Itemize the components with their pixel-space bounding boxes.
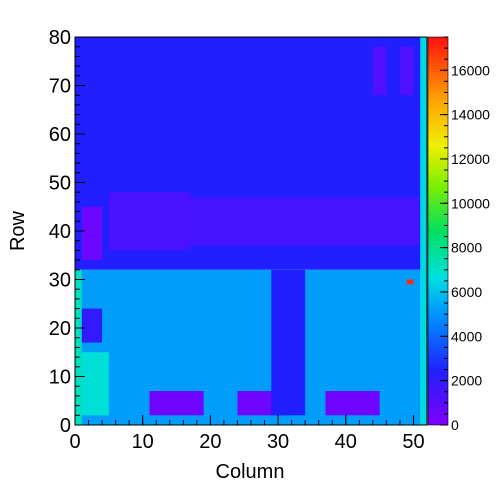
colorbar: [427, 36, 449, 426]
x-axis-label: Column: [216, 461, 285, 483]
x-tick-label: 20: [199, 431, 221, 453]
heatmap-region-2: [108, 192, 191, 251]
x-axis: 0 10 20 30 40 50: [69, 415, 428, 453]
heatmap-region-8: [149, 391, 204, 416]
x-tick-label: 30: [267, 431, 289, 453]
colorbar-tick-label: 2000: [451, 373, 482, 389]
y-tick-label: 10: [49, 367, 71, 389]
colorbar-tick-label: 8000: [451, 240, 482, 256]
y-tick-label: 80: [49, 27, 71, 49]
x-tick-label: 10: [132, 431, 154, 453]
heatmap-region-14: [406, 279, 414, 285]
heatmap-region-15: [420, 37, 427, 425]
heatmap-region-11: [271, 269, 306, 416]
x-tick-label: 50: [402, 431, 424, 453]
heatmap-region-6: [81, 308, 103, 343]
heatmap-region-10: [325, 391, 380, 416]
y-axis: 0 10 20 30 40 50 60 70 80: [49, 27, 85, 437]
colorbar-axis: 0 2000 4000 6000 8000 10000 12000 14000 16000: [440, 36, 490, 433]
x-tick-label: 40: [335, 431, 357, 453]
y-tick-label: 40: [49, 221, 71, 243]
heatmap-region-3: [190, 197, 427, 246]
colorbar-tick-label: 14000: [451, 107, 490, 123]
y-tick-label: 70: [49, 76, 71, 98]
y-tick-label: 0: [60, 415, 71, 437]
y-tick-label: 30: [49, 270, 71, 292]
heatmap-region-7: [81, 352, 109, 416]
colorbar-tick-label: 12000: [451, 151, 490, 167]
colorbar-tick-label: 10000: [451, 195, 490, 211]
colorbar-tick-label: 16000: [451, 62, 490, 78]
heatmap-region-4: [81, 206, 103, 261]
y-tick-label: 50: [49, 173, 71, 195]
colorbar-tick-label: 4000: [451, 328, 482, 344]
colorbar-tick-label: 0: [451, 417, 459, 433]
x-tick-label: 0: [69, 431, 80, 453]
y-tick-label: 60: [49, 124, 71, 146]
heatmap-cells: [75, 37, 427, 425]
y-tick-label: 20: [49, 318, 71, 340]
heatmap-region-12: [372, 46, 387, 96]
y-axis-label: Row: [7, 210, 29, 251]
heatmap-region-13: [399, 46, 414, 96]
colorbar-tick-label: 6000: [451, 284, 482, 300]
